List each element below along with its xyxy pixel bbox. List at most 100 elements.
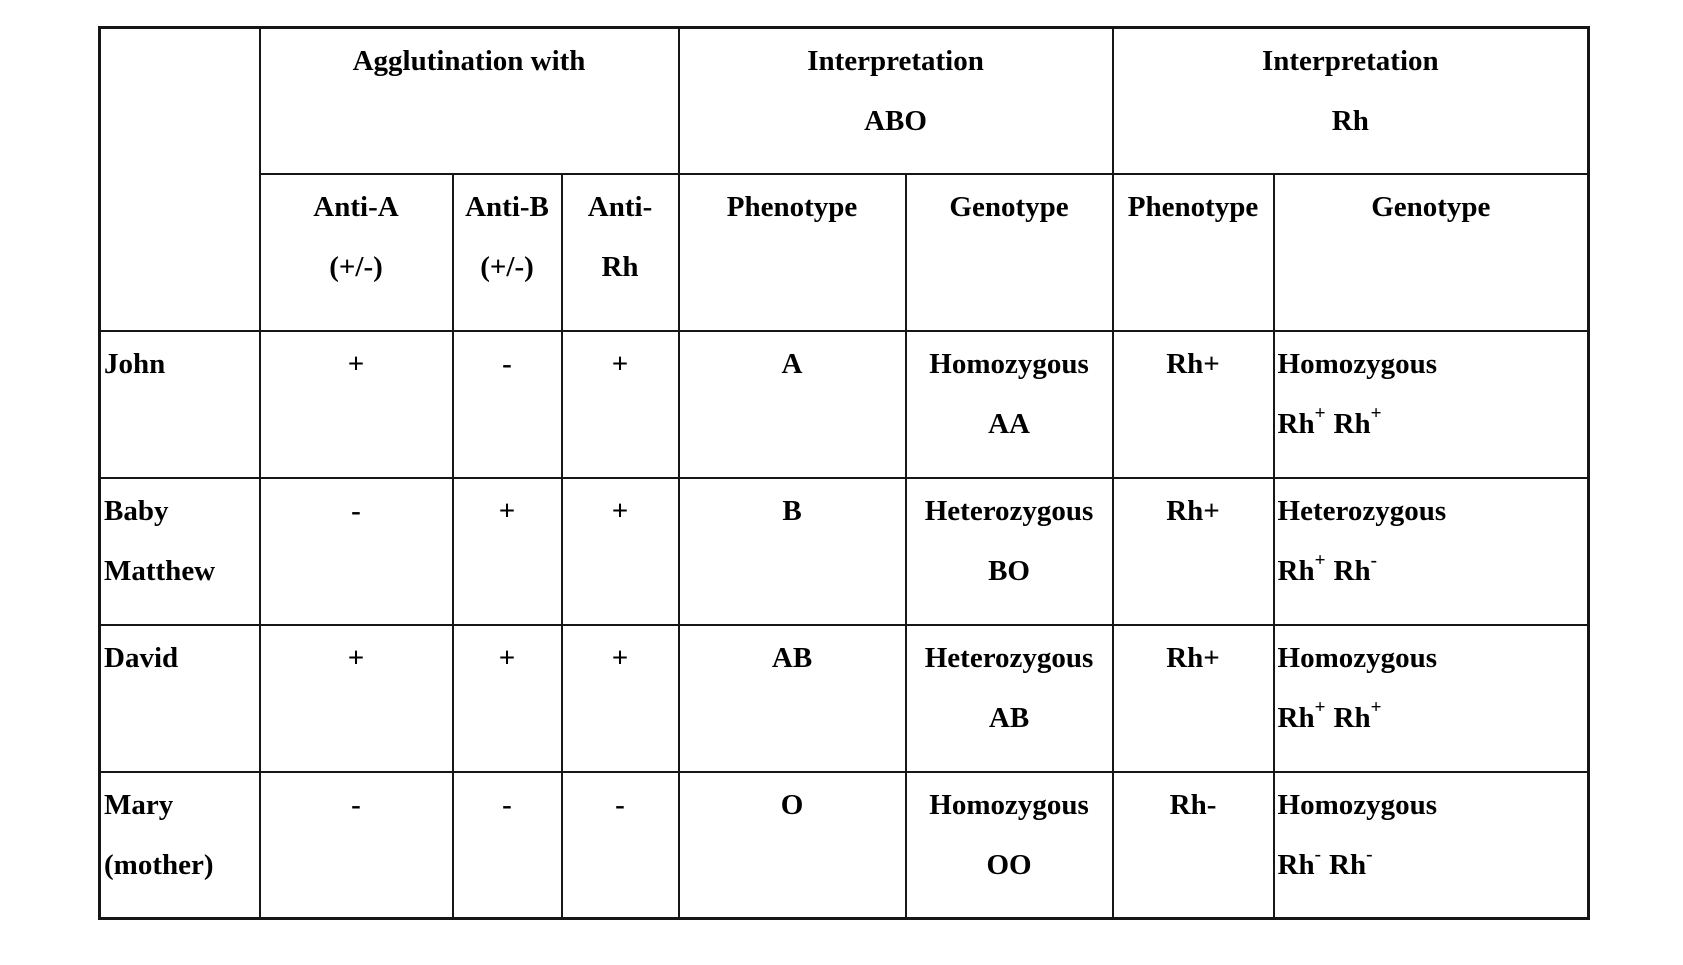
- anti-a-value: +: [258, 329, 454, 479]
- rh-allele-base: Rh: [1277, 554, 1315, 587]
- abo-genotype-cell: Homozygous OO: [904, 770, 1114, 920]
- table-row-john: John + - + A Homozygous AA Rh+ Homozygou…: [98, 329, 1590, 479]
- header-interpretation-rh-line1: Interpretation: [1261, 45, 1439, 77]
- header-interpretation-abo-line2: ABO: [864, 105, 927, 137]
- abo-genotype-alleles: AA: [988, 407, 1030, 440]
- anti-b-value: -: [451, 329, 563, 479]
- abo-phenotype-value: A: [677, 329, 907, 479]
- rh-genotype-zygosity: Heterozygous: [1277, 494, 1447, 527]
- table-row-baby-matthew: Baby Matthew - + + B Heterozygous BO Rh+…: [98, 476, 1590, 626]
- rh-allele: Rh+: [1278, 404, 1326, 440]
- rh-genotype-cell: Heterozygous Rh+ Rh-: [1272, 476, 1590, 626]
- rh-allele: Rh+: [1333, 404, 1382, 440]
- abo-phenotype-value: B: [677, 476, 907, 626]
- abo-phenotype-value: AB: [677, 623, 907, 773]
- abo-genotype-zygosity: Heterozygous: [924, 494, 1094, 527]
- anti-b-value: +: [451, 476, 563, 626]
- header-interpretation-abo: Interpretation ABO: [677, 26, 1114, 175]
- rh-allele: Rh+: [1277, 551, 1326, 587]
- rh-phenotype-value: Rh-: [1111, 770, 1275, 920]
- subheader-anti-rh: Anti- Rh: [560, 172, 680, 332]
- abo-genotype-cell: Heterozygous AB: [904, 623, 1114, 773]
- rh-phenotype-value: Rh+: [1111, 329, 1275, 479]
- subheader-anti-b: Anti-B (+/-): [451, 172, 563, 332]
- rh-allele-sign: -: [1314, 843, 1321, 865]
- subheader-anti-a-line1: Anti-A: [313, 190, 399, 223]
- rh-genotype-zygosity: Homozygous: [1277, 641, 1438, 674]
- rh-phenotype-value: Rh+: [1111, 476, 1275, 626]
- rh-allele-sign: +: [1314, 696, 1326, 718]
- rh-genotype-alleles: Rh+ Rh+: [1278, 394, 1586, 454]
- rh-genotype-alleles: Rh+ Rh+: [1278, 688, 1586, 748]
- anti-rh-value: +: [560, 329, 680, 479]
- abo-genotype-cell: Heterozygous BO: [904, 476, 1114, 626]
- person-name: David: [104, 641, 179, 674]
- anti-rh-value: -: [560, 770, 680, 920]
- table-header: Agglutination with Interpretation ABO In…: [98, 26, 1590, 332]
- corner-empty-cell: [98, 26, 261, 332]
- rh-allele-sign: +: [1314, 402, 1326, 424]
- subheader-anti-a: Anti-A (+/-): [258, 172, 454, 332]
- subheader-abo-genotype: Genotype: [904, 172, 1114, 332]
- subheader-abo-phenotype: Phenotype: [677, 172, 907, 332]
- rh-allele-sign: +: [1370, 696, 1382, 718]
- person-name-line2: Matthew: [104, 554, 216, 587]
- subheader-anti-a-line2: (+/-): [329, 250, 383, 283]
- person-name-cell: Baby Matthew: [98, 476, 261, 626]
- rh-allele-base: Rh: [1277, 701, 1315, 734]
- abo-genotype-zygosity: Homozygous: [929, 347, 1089, 380]
- subheader-anti-rh-line1: Anti-: [587, 190, 653, 223]
- rh-allele-sign: -: [1370, 549, 1377, 571]
- sub-header-row: Anti-A (+/-) Anti-B (+/-) Anti- Rh Pheno…: [100, 172, 1590, 332]
- abo-genotype-alleles: OO: [986, 848, 1032, 881]
- rh-allele-sign: +: [1370, 402, 1382, 424]
- rh-genotype-alleles: Rh+ Rh-: [1278, 541, 1586, 601]
- subheader-rh-phenotype: Phenotype: [1111, 172, 1275, 332]
- rh-allele-base: Rh: [1333, 407, 1371, 440]
- header-agglutination-label: Agglutination with: [352, 45, 586, 77]
- abo-genotype-zygosity: Heterozygous: [924, 641, 1094, 674]
- rh-allele: Rh-: [1329, 845, 1372, 881]
- rh-allele: Rh-: [1278, 845, 1321, 881]
- abo-genotype-alleles: BO: [988, 554, 1030, 587]
- anti-b-value: +: [451, 623, 563, 773]
- rh-allele-base: Rh: [1333, 701, 1371, 734]
- rh-allele: Rh-: [1333, 551, 1377, 587]
- rh-genotype-zygosity: Homozygous: [1277, 788, 1438, 821]
- person-name-cell: Mary (mother): [98, 770, 261, 920]
- header-interpretation-rh: Interpretation Rh: [1111, 26, 1590, 175]
- abo-genotype-cell: Homozygous AA: [904, 329, 1114, 479]
- person-name-cell: David: [98, 623, 261, 773]
- rh-allele-base: Rh: [1333, 554, 1371, 587]
- abo-genotype-alleles: AB: [988, 701, 1030, 734]
- header-agglutination-with: Agglutination with: [258, 26, 680, 175]
- group-header-row: Agglutination with Interpretation ABO In…: [98, 26, 1590, 332]
- abo-phenotype-value: O: [677, 770, 907, 920]
- anti-a-value: -: [258, 476, 454, 626]
- rh-genotype-zygosity: Homozygous: [1277, 347, 1438, 380]
- subheader-anti-b-line2: (+/-): [480, 250, 534, 283]
- rh-allele-sign: -: [1366, 843, 1373, 865]
- rh-genotype-cell: Homozygous Rh+ Rh+: [1272, 623, 1590, 773]
- table-body: John + - + A Homozygous AA Rh+ Homozygou…: [98, 329, 1590, 920]
- rh-allele-base: Rh: [1329, 848, 1367, 881]
- blood-typing-table: Agglutination with Interpretation ABO In…: [98, 26, 1591, 920]
- person-name: John: [104, 347, 166, 380]
- anti-a-value: +: [258, 623, 454, 773]
- person-name-line1: Baby: [104, 494, 169, 527]
- abo-genotype-zygosity: Homozygous: [929, 788, 1089, 821]
- header-interpretation-rh-line2: Rh: [1331, 105, 1369, 137]
- subheader-rh-genotype: Genotype: [1272, 172, 1590, 332]
- anti-rh-value: +: [560, 476, 680, 626]
- person-name-cell: John: [98, 329, 261, 479]
- rh-allele: Rh+: [1333, 698, 1382, 734]
- rh-genotype-cell: Homozygous Rh+ Rh+: [1272, 329, 1590, 479]
- subheader-anti-rh-line2: Rh: [601, 250, 639, 283]
- rh-genotype-alleles: Rh- Rh-: [1278, 835, 1586, 895]
- rh-allele: Rh+: [1277, 698, 1326, 734]
- header-interpretation-abo-line1: Interpretation: [807, 45, 984, 77]
- table-row-david: David + + + AB Heterozygous AB Rh+ Homoz…: [98, 623, 1590, 773]
- rh-allele-sign: +: [1314, 549, 1326, 571]
- anti-a-value: -: [258, 770, 454, 920]
- rh-phenotype-value: Rh+: [1111, 623, 1275, 773]
